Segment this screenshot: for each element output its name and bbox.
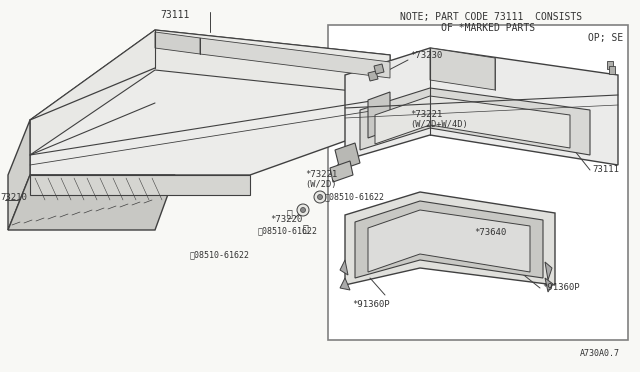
Polygon shape: [368, 92, 390, 138]
Polygon shape: [8, 175, 175, 230]
Text: OP; SE: OP; SE: [588, 33, 623, 43]
Polygon shape: [30, 30, 390, 175]
Polygon shape: [200, 38, 390, 78]
Text: Ⓝ08510-61622: Ⓝ08510-61622: [325, 192, 385, 201]
Text: *91360P: *91360P: [542, 283, 580, 292]
Text: 73111: 73111: [592, 165, 619, 174]
Text: (W/2D): (W/2D): [305, 180, 337, 189]
Polygon shape: [155, 32, 200, 54]
Polygon shape: [374, 64, 384, 74]
Text: NOTE; PART CODE 73111  CONSISTS: NOTE; PART CODE 73111 CONSISTS: [400, 12, 582, 22]
Text: 73111: 73111: [160, 10, 189, 20]
Text: Ⓝ08510-61622: Ⓝ08510-61622: [190, 250, 250, 259]
Polygon shape: [430, 48, 495, 90]
Polygon shape: [30, 175, 250, 195]
Text: *73230: *73230: [410, 51, 442, 60]
Text: *73221: *73221: [305, 170, 337, 179]
Text: OF *MARKED PARTS: OF *MARKED PARTS: [400, 23, 535, 33]
Text: Ⓝ08510-61622: Ⓝ08510-61622: [258, 226, 318, 235]
Polygon shape: [375, 96, 570, 148]
Text: A730A0.7: A730A0.7: [580, 349, 620, 358]
Text: *73220: *73220: [270, 215, 302, 224]
Text: Ⓝ: Ⓝ: [286, 208, 292, 218]
Polygon shape: [345, 192, 555, 285]
Text: *91360P: *91360P: [352, 300, 390, 309]
Text: *73640: *73640: [474, 228, 506, 237]
Polygon shape: [30, 30, 390, 155]
Polygon shape: [360, 88, 590, 155]
Polygon shape: [368, 71, 378, 81]
Circle shape: [301, 208, 305, 212]
Circle shape: [297, 204, 309, 216]
Polygon shape: [330, 161, 353, 182]
Polygon shape: [8, 120, 30, 230]
Text: Ⓝ: Ⓝ: [302, 223, 308, 233]
Bar: [328, 25, 628, 340]
Circle shape: [314, 191, 326, 203]
Polygon shape: [545, 262, 552, 280]
Polygon shape: [345, 48, 618, 165]
Polygon shape: [335, 143, 360, 170]
Polygon shape: [355, 201, 543, 278]
Polygon shape: [340, 278, 350, 290]
Polygon shape: [607, 61, 613, 69]
Polygon shape: [340, 260, 348, 275]
Polygon shape: [368, 210, 530, 272]
Text: *73221: *73221: [410, 110, 442, 119]
Polygon shape: [545, 278, 553, 292]
Circle shape: [317, 195, 323, 199]
Text: 73210: 73210: [0, 192, 27, 202]
Text: (W/2D+W/4D): (W/2D+W/4D): [410, 120, 468, 129]
Polygon shape: [609, 66, 615, 74]
